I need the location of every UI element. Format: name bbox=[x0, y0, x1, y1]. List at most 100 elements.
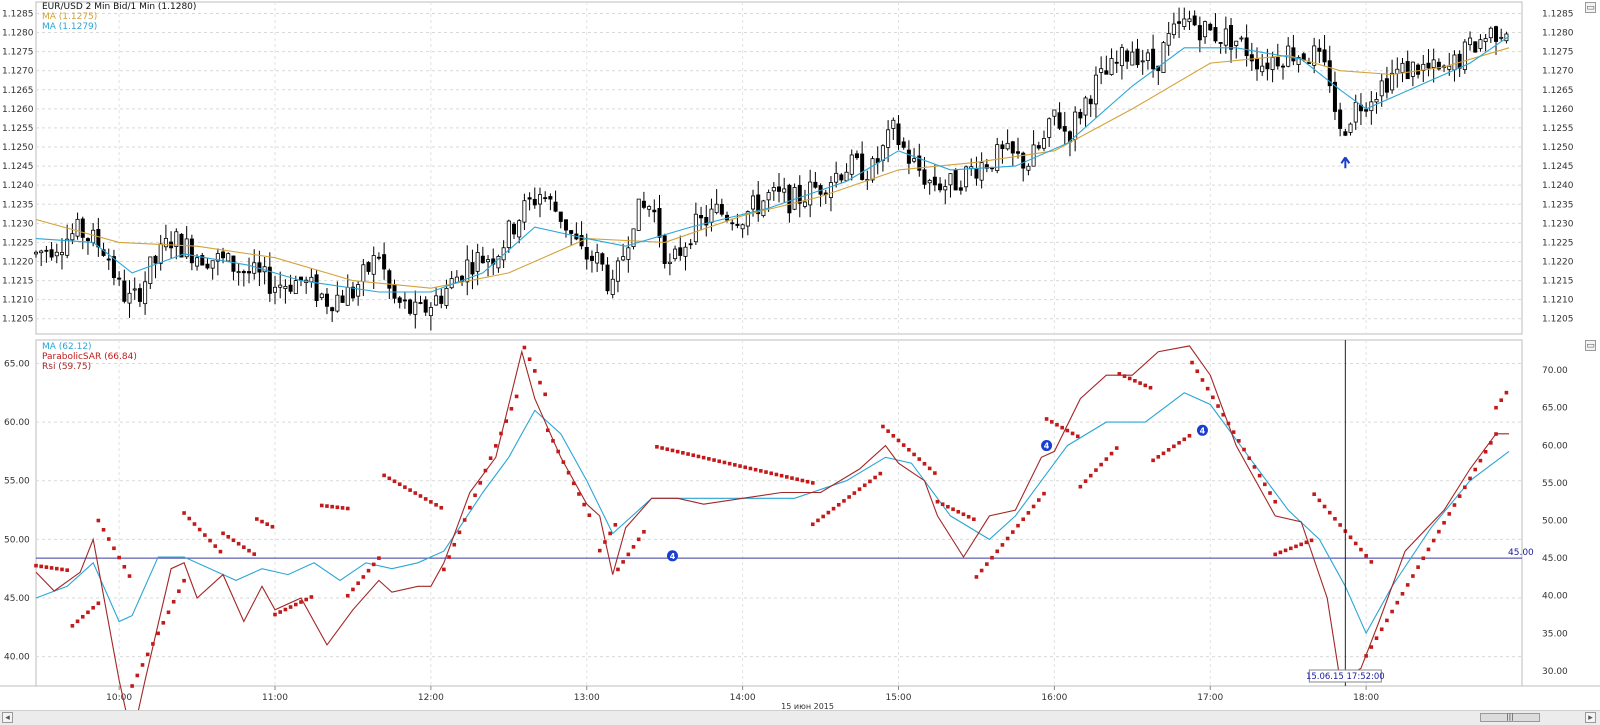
candle-body bbox=[1031, 144, 1036, 167]
sar-dot bbox=[532, 369, 537, 373]
candle-body bbox=[137, 288, 142, 302]
price-tick-label-left: 1.1205 bbox=[2, 315, 34, 325]
candle-body bbox=[756, 194, 761, 215]
candle-body bbox=[844, 171, 849, 182]
candle-body bbox=[1488, 27, 1493, 39]
sar-dot bbox=[1299, 542, 1303, 547]
sar-dot bbox=[810, 522, 815, 527]
sar-dot bbox=[1190, 360, 1194, 365]
sar-dot bbox=[283, 607, 288, 612]
sar-dot bbox=[351, 587, 355, 592]
sar-dot bbox=[340, 506, 345, 510]
candle-body bbox=[1478, 39, 1483, 49]
sar-dot bbox=[335, 505, 340, 510]
candle-body bbox=[964, 166, 969, 188]
maximize-price-pane-icon[interactable]: ▭ bbox=[1585, 2, 1596, 13]
candle-body bbox=[423, 299, 428, 313]
sar-dot bbox=[961, 512, 966, 517]
sar-dot bbox=[1182, 437, 1187, 442]
sar-dot bbox=[488, 456, 493, 460]
candle-body bbox=[548, 196, 553, 200]
candle-body bbox=[184, 238, 189, 258]
candle-body bbox=[849, 154, 854, 175]
sar-dot bbox=[696, 454, 701, 459]
indicator-tick-label-right: 40.00 bbox=[1542, 592, 1568, 602]
sar-dot bbox=[1483, 449, 1488, 454]
chart-canvas[interactable]: 1.1205 1.1205 1.1210 1.1210 1.1215 1.1215 1.12… bbox=[0, 0, 1600, 710]
sar-dot bbox=[779, 473, 784, 478]
candle-body bbox=[1306, 62, 1311, 64]
time-scrollbar[interactable]: ◂ ||| ▸ bbox=[0, 710, 1600, 725]
price-tick-label-left: 1.1250 bbox=[2, 143, 34, 153]
sar-dot bbox=[686, 452, 690, 456]
candle-body bbox=[65, 238, 70, 256]
candle-body bbox=[1021, 152, 1026, 169]
sar-dot bbox=[1364, 553, 1368, 558]
sar-dot bbox=[800, 478, 805, 483]
candle-body bbox=[1421, 63, 1426, 72]
sar-dot bbox=[1036, 498, 1041, 502]
candle-body bbox=[1280, 65, 1285, 68]
sar-dot bbox=[946, 504, 950, 509]
candle-body bbox=[288, 284, 293, 292]
sar-dot bbox=[626, 552, 631, 557]
scrollbar-thumb[interactable]: ||| bbox=[1480, 713, 1540, 722]
price-tick-label-left: 1.1255 bbox=[2, 124, 34, 134]
sar-dot bbox=[810, 481, 815, 485]
sar-dot bbox=[182, 578, 186, 583]
candle-body bbox=[948, 173, 953, 186]
sar-dot bbox=[304, 597, 308, 602]
candle-body bbox=[111, 256, 116, 279]
sar-dot bbox=[1187, 433, 1192, 438]
candle-body bbox=[278, 284, 283, 288]
candle-body bbox=[1145, 52, 1150, 62]
candle-body bbox=[569, 230, 574, 234]
sar-dot bbox=[979, 568, 984, 573]
sar-dot bbox=[1369, 560, 1374, 564]
candle-body bbox=[1312, 45, 1317, 66]
sar-dot bbox=[842, 499, 846, 503]
sar-dot bbox=[621, 560, 625, 564]
candle-body bbox=[678, 247, 683, 256]
candle-body bbox=[1249, 54, 1254, 62]
scroll-right-icon[interactable]: ▸ bbox=[1585, 712, 1596, 723]
candle-body bbox=[163, 237, 168, 248]
sar-dot bbox=[1426, 547, 1431, 552]
sar-dot bbox=[418, 494, 423, 498]
price-tick-label-right: 1.1235 bbox=[1542, 200, 1574, 210]
candle-body bbox=[1130, 51, 1135, 66]
candle-body bbox=[740, 224, 745, 230]
candle-body bbox=[709, 208, 714, 223]
price-tick-label-left: 1.1265 bbox=[2, 86, 34, 96]
indicator-tick-label-left: 55.00 bbox=[4, 477, 30, 487]
scroll-left-icon[interactable]: ◂ bbox=[2, 712, 13, 723]
sar-dot bbox=[330, 504, 334, 509]
sar-dot bbox=[112, 546, 116, 551]
sar-dot bbox=[616, 567, 620, 572]
sar-dot bbox=[1353, 541, 1358, 546]
price-tick-label-right: 1.1210 bbox=[1542, 296, 1574, 306]
sar-dot bbox=[881, 424, 885, 429]
sar-dot bbox=[597, 548, 602, 553]
candle-body bbox=[1384, 78, 1389, 93]
sar-dot bbox=[34, 563, 38, 568]
sar-dot bbox=[260, 519, 264, 524]
sar-dot bbox=[774, 472, 779, 477]
sar-dot bbox=[145, 652, 150, 657]
maximize-indicator-pane-icon[interactable]: ▭ bbox=[1585, 340, 1596, 351]
price-tick-label-left: 1.1235 bbox=[2, 200, 34, 210]
price-tick-label-left: 1.1215 bbox=[2, 277, 34, 287]
sar-dot bbox=[447, 555, 451, 559]
candle-body bbox=[127, 292, 132, 304]
candle-body bbox=[1177, 21, 1182, 24]
indicator-tick-label-right: 55.00 bbox=[1542, 479, 1568, 489]
sar-dot bbox=[571, 481, 576, 486]
sar-dot bbox=[933, 471, 937, 475]
sar-dot bbox=[423, 497, 428, 501]
sar-dot bbox=[1195, 369, 1200, 374]
candle-body bbox=[1197, 25, 1202, 41]
candle-body bbox=[1416, 64, 1421, 75]
sar-dot bbox=[1011, 530, 1015, 534]
candle-body bbox=[1229, 25, 1234, 50]
candle-body bbox=[797, 184, 802, 204]
